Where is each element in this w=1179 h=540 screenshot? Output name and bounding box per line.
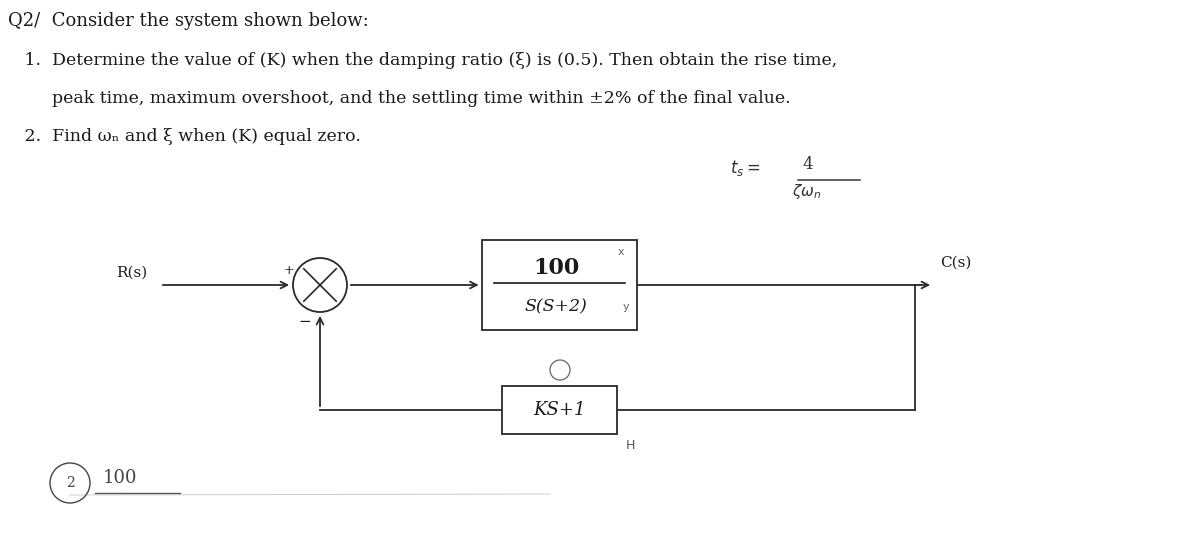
Text: −: −: [298, 315, 311, 329]
Text: S(S+2): S(S+2): [525, 299, 587, 315]
Text: 4: 4: [802, 156, 812, 173]
Text: 2.  Find ωₙ and ξ when (K) equal zero.: 2. Find ωₙ and ξ when (K) equal zero.: [8, 128, 361, 145]
Text: peak time, maximum overshoot, and the settling time within ±2% of the final valu: peak time, maximum overshoot, and the se…: [8, 90, 791, 107]
Text: +: +: [284, 264, 295, 276]
Text: KS+1: KS+1: [534, 401, 586, 419]
Text: 100: 100: [103, 469, 137, 487]
Text: C(s): C(s): [940, 256, 971, 270]
Text: 1.  Determine the value of (K) when the damping ratio (ξ) is (0.5). Then obtain : 1. Determine the value of (K) when the d…: [8, 52, 837, 69]
Text: y: y: [623, 302, 628, 312]
Text: Q2/  Consider the system shown below:: Q2/ Consider the system shown below:: [8, 12, 369, 30]
Text: 2: 2: [66, 476, 74, 490]
Text: 100: 100: [533, 257, 579, 279]
Circle shape: [294, 258, 347, 312]
FancyBboxPatch shape: [482, 240, 638, 330]
Text: H: H: [626, 439, 634, 452]
FancyBboxPatch shape: [502, 386, 618, 434]
Text: x: x: [617, 247, 624, 257]
Text: $\zeta\omega_n$: $\zeta\omega_n$: [792, 182, 821, 201]
Text: R(s): R(s): [116, 266, 147, 280]
Text: $t_s=$: $t_s=$: [730, 158, 760, 178]
